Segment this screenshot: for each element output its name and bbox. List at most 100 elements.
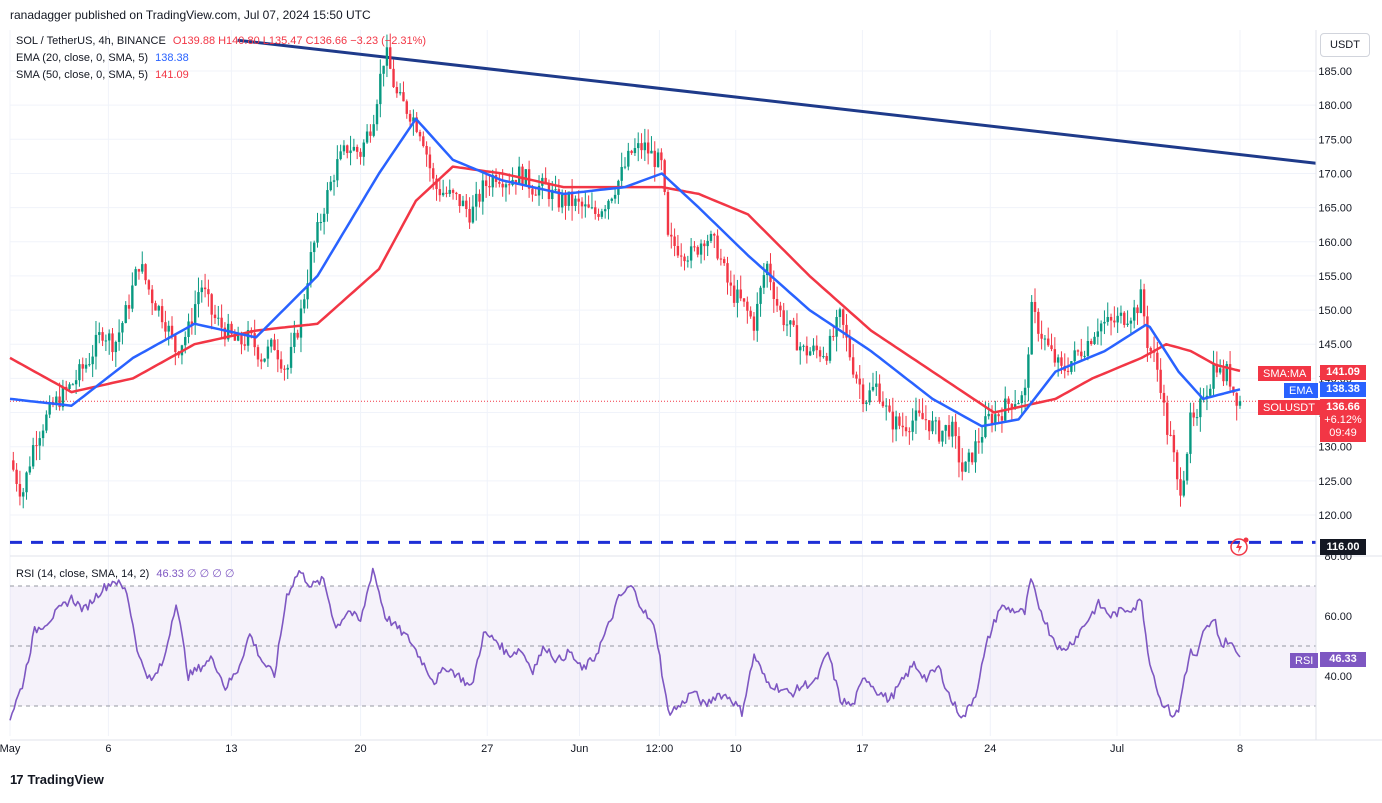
candle-body: [484, 180, 488, 187]
candle-body: [888, 405, 891, 412]
candle-body: [1053, 349, 1057, 363]
candle-body: [22, 492, 25, 497]
candle-body: [808, 351, 812, 356]
candle-body: [365, 131, 369, 143]
candle-body: [1000, 416, 1004, 421]
candle-body: [408, 113, 412, 122]
candle-body: [217, 317, 220, 319]
candle-body: [1073, 350, 1076, 362]
candle-body: [1156, 352, 1159, 370]
candle-body: [160, 306, 164, 323]
candle-body: [802, 345, 805, 347]
candle-body: [137, 269, 141, 272]
candle-body: [603, 209, 607, 212]
lightning-alert-icon[interactable]: [1229, 536, 1251, 558]
candle-body: [382, 65, 385, 74]
legend-ema-row[interactable]: EMA (20, close, 0, SMA, 5) 138.38: [16, 52, 189, 64]
candle-body: [871, 386, 875, 391]
legend-symbol[interactable]: SOL / TetherUS, 4h, BINANCE: [16, 35, 166, 47]
candle-body: [875, 383, 878, 387]
candle-body: [157, 306, 160, 311]
candle-body: [574, 198, 577, 206]
candle-body: [283, 368, 286, 370]
candle-body: [213, 314, 217, 319]
candle-body: [329, 181, 332, 191]
candle-body: [861, 384, 865, 405]
candle-body: [78, 364, 81, 381]
candle-body: [600, 211, 604, 217]
candle-body: [144, 264, 147, 281]
candle-body: [746, 301, 749, 311]
tradingview-logo[interactable]: 17 TradingView: [10, 772, 104, 787]
candle-body: [461, 200, 465, 207]
candle-body: [154, 303, 157, 311]
x-tick-label: Jul: [1110, 743, 1124, 755]
candle-body: [28, 466, 32, 473]
y-tick-label: 125.00: [1318, 476, 1352, 488]
candle-body: [107, 333, 111, 341]
candle-body: [167, 325, 170, 332]
publisher-line: ranadagger published on TradingView.com,…: [10, 8, 371, 22]
candle-body: [412, 117, 415, 122]
candle-body: [865, 402, 868, 405]
legend-ohlc: O139.88 H140.80 L135.47 C136.66 −3.23 (−…: [172, 35, 427, 47]
candle-body: [415, 117, 418, 132]
candle-body: [243, 344, 246, 346]
ema-price-badge: EMA: [1284, 383, 1318, 398]
candle-body: [508, 184, 511, 186]
y-tick-label: 155.00: [1318, 271, 1352, 283]
candle-body: [918, 410, 921, 414]
rsi-tick-label: 60.00: [1324, 611, 1352, 623]
candle-body: [686, 260, 690, 262]
sma-badge-label: SMA:MA: [1258, 366, 1312, 381]
rsi-badge-value: 46.33: [1320, 652, 1366, 667]
candle-body: [451, 189, 455, 193]
candle-body: [84, 364, 88, 369]
y-tick-label: 160.00: [1318, 237, 1352, 249]
candle-body: [842, 309, 845, 325]
candle-body: [1020, 395, 1023, 404]
candle-body: [1090, 341, 1093, 345]
candle-body: [613, 194, 617, 199]
candle-body: [722, 259, 726, 264]
candle-body: [395, 87, 399, 94]
candle-body: [98, 332, 101, 335]
candle-body: [544, 177, 547, 185]
ema-20-line: [9, 117, 1241, 428]
candle-body: [633, 148, 637, 154]
candle-body: [1215, 363, 1219, 373]
candle-body: [1013, 404, 1017, 408]
candle-body: [881, 401, 885, 407]
candle-body: [379, 73, 382, 105]
currency-button[interactable]: USDT: [1320, 33, 1370, 57]
candle-body: [815, 345, 818, 351]
legend-sma-row[interactable]: SMA (50, close, 0, SMA, 5) 141.09: [16, 69, 189, 81]
candle-body: [299, 308, 303, 338]
candle-body: [481, 180, 485, 202]
candle-body: [471, 206, 475, 223]
candle-body: [557, 189, 561, 208]
candle-body: [739, 289, 742, 299]
candle-body: [455, 192, 458, 195]
candle-body: [150, 289, 154, 304]
y-tick-label: 185.00: [1318, 66, 1352, 78]
candle-body: [524, 169, 528, 186]
candle-body: [868, 390, 871, 403]
legend-ema-value: 138.38: [155, 52, 189, 64]
candle-body: [286, 367, 289, 370]
candle-body: [355, 146, 359, 152]
candle-body: [1070, 361, 1073, 372]
x-tick-label: 24: [984, 743, 996, 755]
candle-body: [1113, 320, 1116, 323]
candle-body: [1182, 480, 1185, 496]
candle-body: [894, 416, 898, 430]
candle-body: [726, 263, 729, 283]
candle-body: [643, 142, 647, 151]
candle-body: [392, 68, 395, 88]
candle-body: [772, 282, 775, 300]
legend-rsi-row[interactable]: RSI (14, close, SMA, 14, 2) 46.33 ∅ ∅ ∅ …: [16, 567, 234, 580]
candle-body: [418, 131, 422, 137]
x-tick-label: 6: [105, 743, 111, 755]
